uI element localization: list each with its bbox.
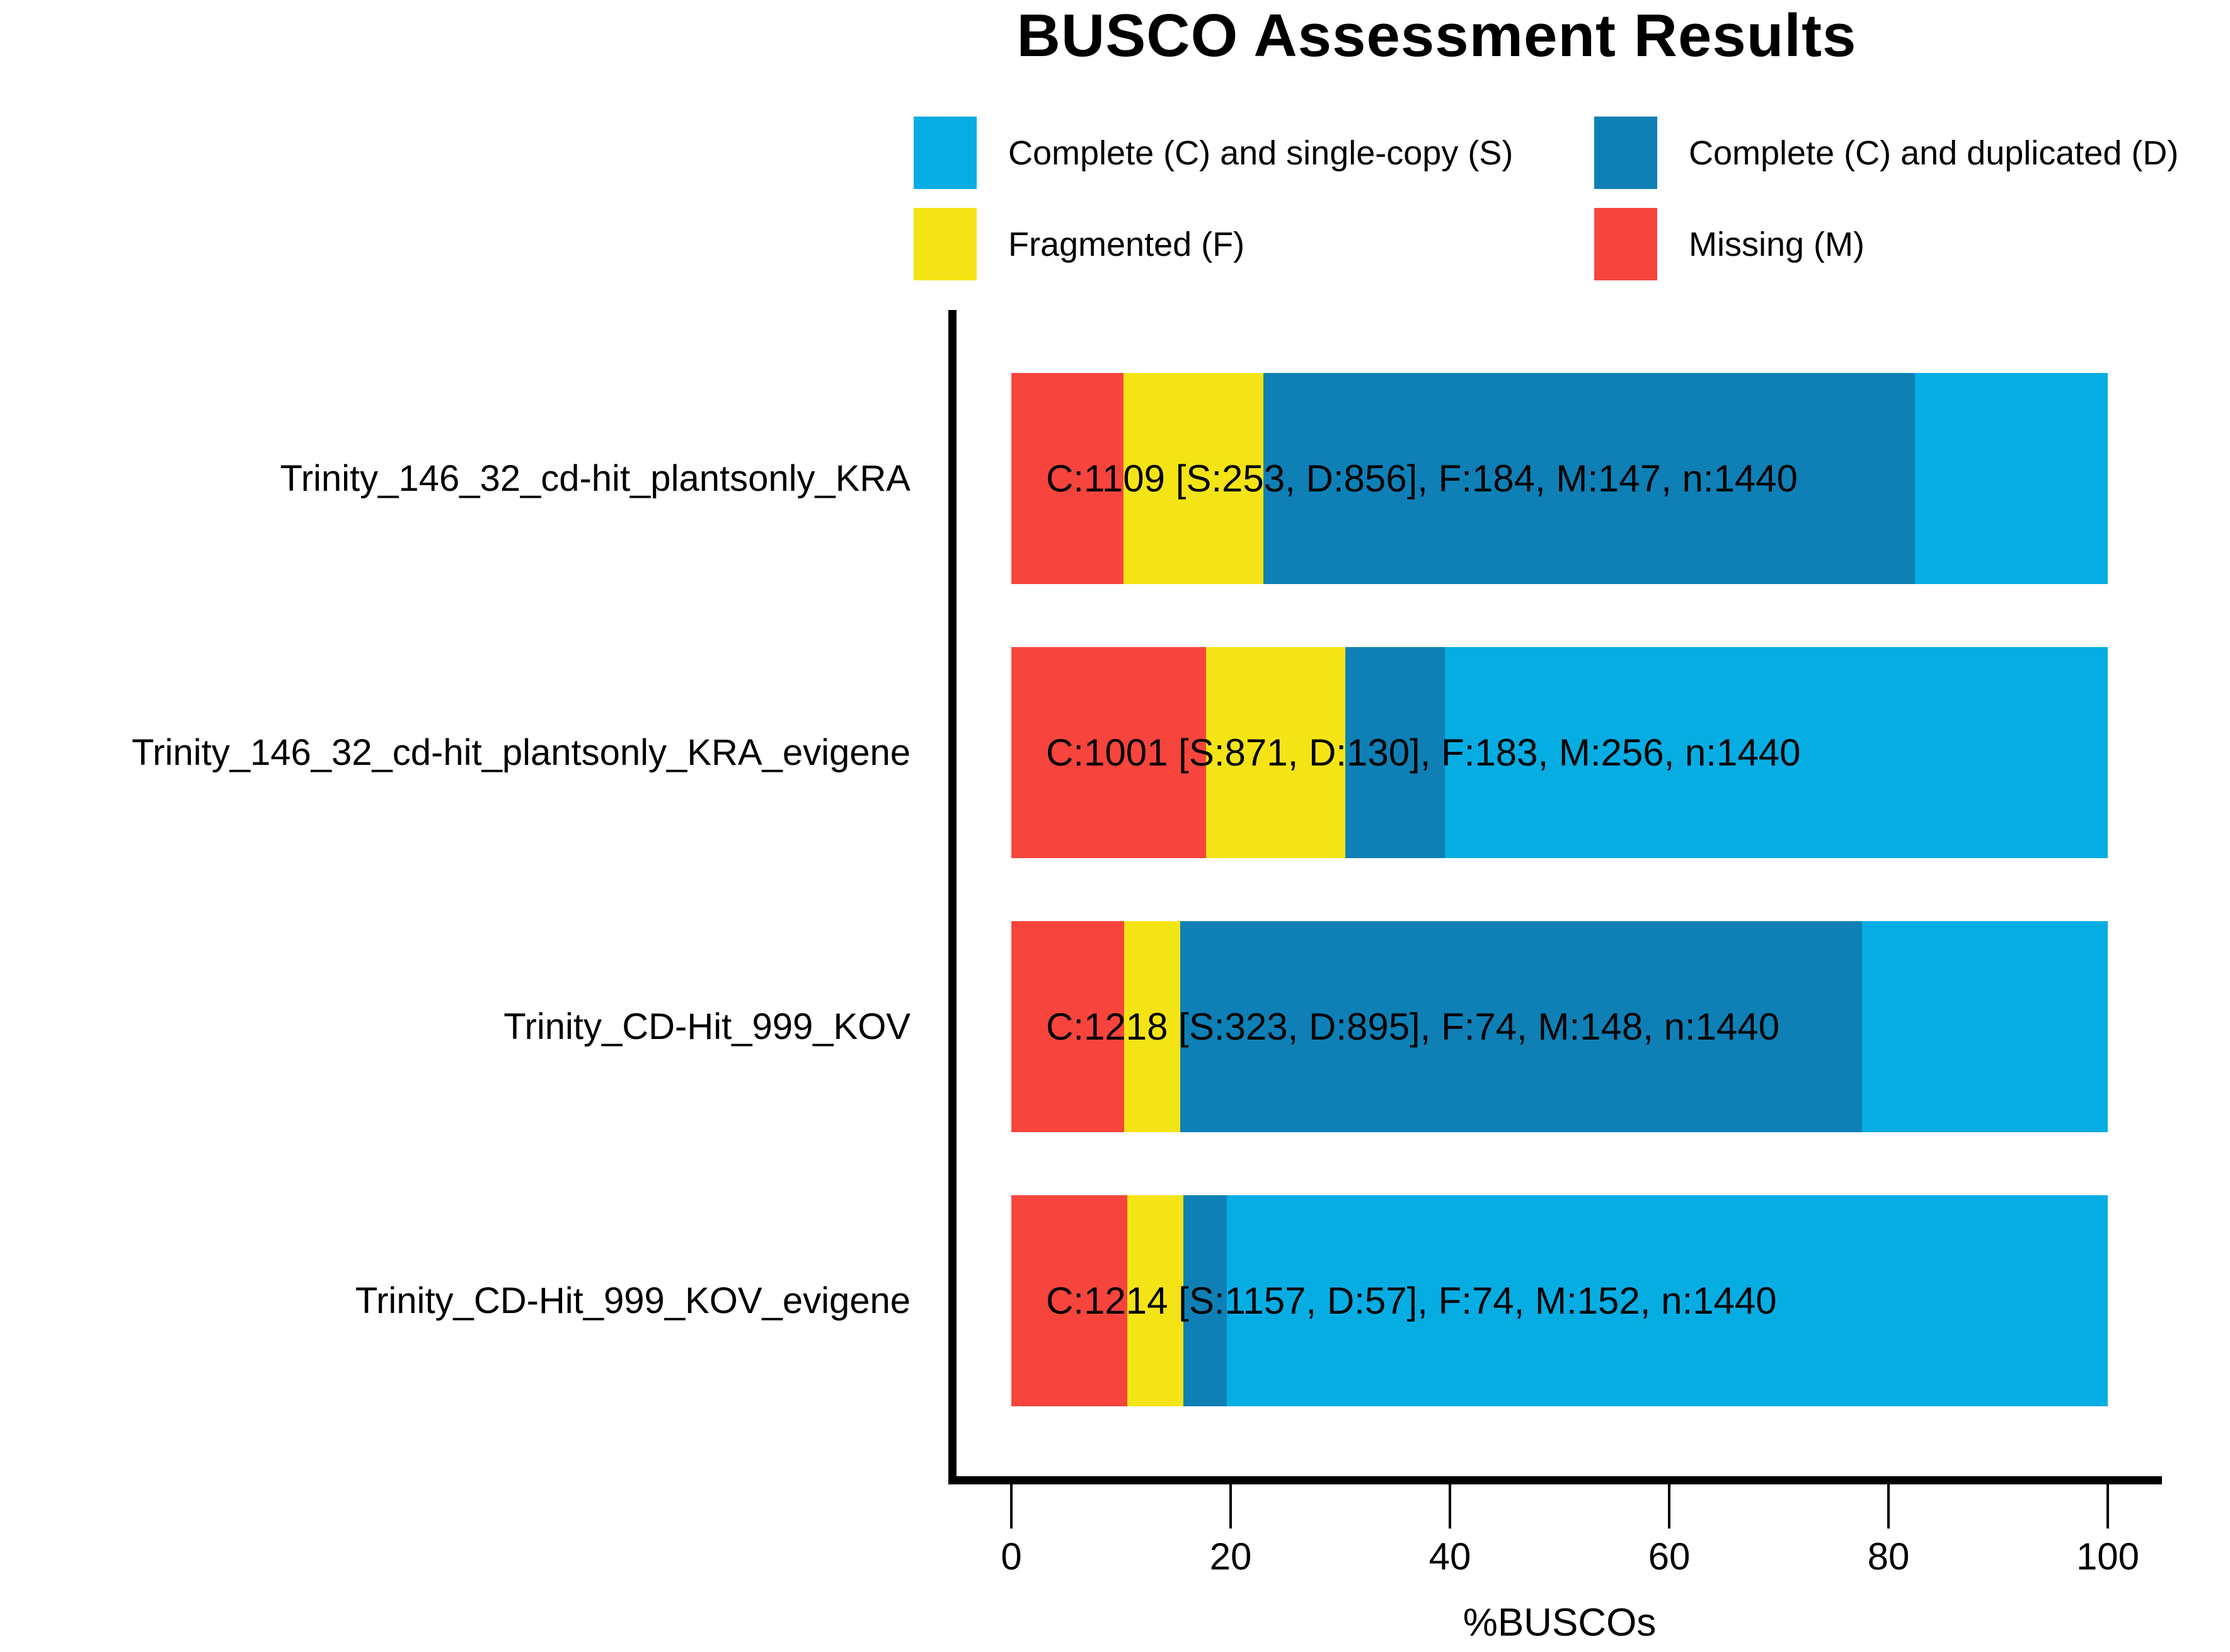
x-tick-label: 40 <box>1428 1535 1471 1578</box>
bar-row: C:1001 [S:871, D:130], F:183, M:256, n:1… <box>1011 647 2108 858</box>
legend-swatch-duplicated <box>1594 117 1657 189</box>
bar-segment-duplicated <box>1183 1195 1227 1406</box>
chart-title: BUSCO Assessment Results <box>1016 2 1857 69</box>
x-tick <box>1887 1484 1890 1529</box>
bar-annotation: C:1001 [S:871, D:130], F:183, M:256, n:1… <box>1046 731 1801 774</box>
bar-annotation: C:1109 [S:253, D:856], F:184, M:147, n:1… <box>1046 457 1798 500</box>
bar-segment-fragmented <box>1127 1195 1184 1406</box>
bar-segment-single <box>1861 921 2108 1132</box>
x-axis-line <box>948 1476 2162 1484</box>
legend-label-duplicated: Complete (C) and duplicated (D) <box>1689 134 2179 172</box>
x-tick <box>2106 1484 2109 1529</box>
bar-annotation: C:1214 [S:1157, D:57], F:74, M:152, n:14… <box>1046 1280 1777 1322</box>
x-tick <box>1449 1484 1451 1529</box>
x-axis-title: %BUSCOs <box>1463 1601 1657 1644</box>
bar-segment-fragmented <box>1206 647 1346 858</box>
legend-swatch-fragmented <box>914 208 977 280</box>
legend-label-missing: Missing (M) <box>1689 225 1865 263</box>
legend-swatch-single <box>914 117 977 189</box>
legend-label-fragmented: Fragmented (F) <box>1008 225 1245 263</box>
legend-label-single: Complete (C) and single-copy (S) <box>1008 134 1514 172</box>
legend-swatch-missing <box>1594 208 1657 280</box>
x-tick <box>1668 1484 1670 1529</box>
x-tick <box>1010 1484 1013 1529</box>
legend-item-missing: Missing (M) <box>1594 208 1865 280</box>
x-tick-label: 80 <box>1867 1535 1910 1578</box>
x-tick-label: 60 <box>1648 1535 1691 1578</box>
bar-row: C:1218 [S:323, D:895], F:74, M:148, n:14… <box>1011 921 2108 1132</box>
bar-row: C:1214 [S:1157, D:57], F:74, M:152, n:14… <box>1011 1195 2108 1406</box>
bar-segment-single <box>1915 373 2108 584</box>
x-tick-label: 100 <box>2076 1535 2140 1578</box>
bar-row: C:1109 [S:253, D:856], F:184, M:147, n:1… <box>1011 373 2108 584</box>
legend-item-single: Complete (C) and single-copy (S) <box>914 117 1513 189</box>
bar-segment-duplicated <box>1180 921 1862 1132</box>
bar-annotation: C:1218 [S:323, D:895], F:74, M:148, n:14… <box>1046 1006 1780 1048</box>
legend-item-duplicated: Complete (C) and duplicated (D) <box>1594 117 2178 189</box>
bar-label: Trinity_146_32_cd-hit_plantsonly_KRA <box>280 458 911 499</box>
bar-segment-fragmented <box>1123 373 1263 584</box>
x-tick-label: 20 <box>1209 1535 1252 1578</box>
bar-segment-single <box>1226 1195 2108 1406</box>
bar-segment-missing <box>1011 373 1124 584</box>
bar-segment-duplicated <box>1345 647 1445 858</box>
bar-segment-duplicated <box>1263 373 1916 584</box>
x-tick-label: 0 <box>1001 1535 1022 1578</box>
x-tick <box>1229 1484 1232 1529</box>
y-axis-line <box>948 310 957 1484</box>
bar-segment-single <box>1444 647 2108 858</box>
bar-label: Trinity_CD-Hit_999_KOV_evigene <box>355 1280 911 1321</box>
bar-segment-missing <box>1011 1195 1127 1406</box>
bar-label: Trinity_146_32_cd-hit_plantsonly_KRA_evi… <box>132 732 911 773</box>
bar-label: Trinity_CD-Hit_999_KOV <box>503 1006 911 1047</box>
legend-item-fragmented: Fragmented (F) <box>914 208 1244 280</box>
bar-segment-missing <box>1011 921 1124 1132</box>
bar-segment-fragmented <box>1124 921 1181 1132</box>
bar-segment-missing <box>1011 647 1207 858</box>
